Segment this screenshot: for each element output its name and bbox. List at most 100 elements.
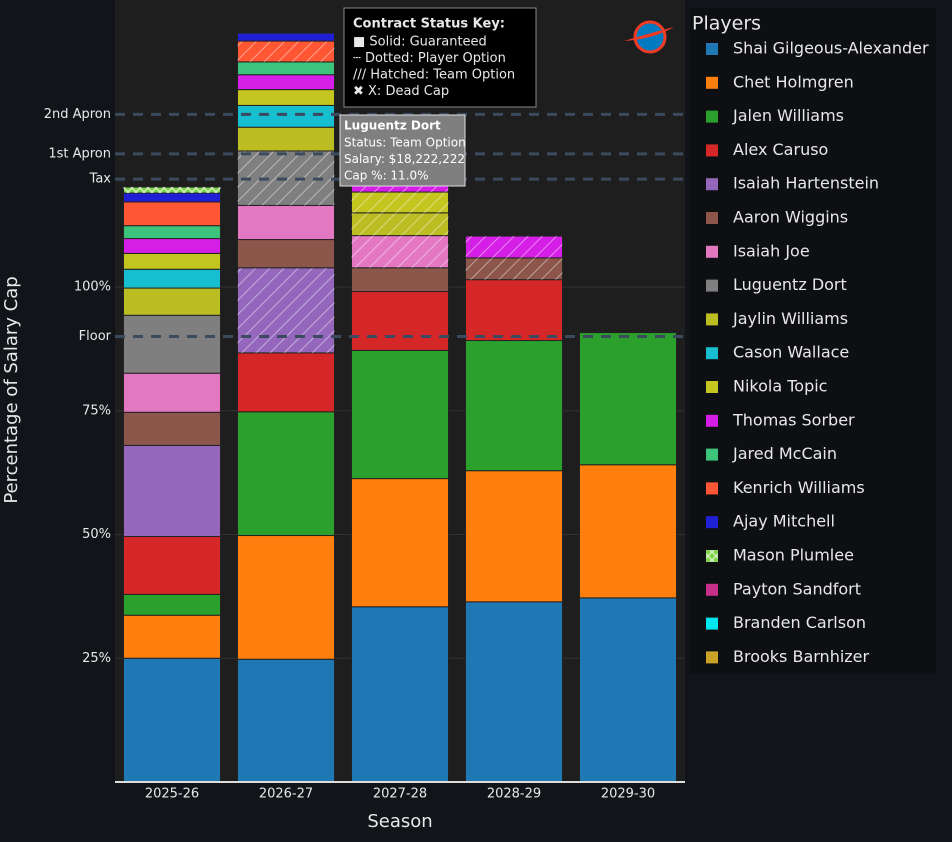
bar-segment	[123, 225, 221, 240]
bar-segment	[237, 74, 335, 91]
legend-swatch	[706, 516, 718, 529]
status-pattern	[465, 236, 563, 258]
bar-segment	[123, 252, 221, 270]
tooltip-title: Luguentz Dort	[344, 119, 441, 133]
bar-segment	[237, 204, 335, 241]
legend-swatch	[706, 482, 718, 495]
team-logo	[624, 20, 674, 54]
status-pattern	[123, 187, 221, 194]
legend-swatch	[706, 279, 718, 292]
bar-segment	[123, 287, 221, 316]
legend-label: Kenrich Williams	[733, 478, 865, 497]
bar-segment	[351, 478, 449, 608]
bar-segment	[123, 593, 221, 616]
legend-swatch	[706, 144, 718, 157]
bar-segment	[123, 657, 221, 783]
y-tick-label: 50%	[82, 527, 111, 542]
legend-label: Luguentz Dort	[733, 275, 847, 294]
legend-label: Chet Holmgren	[733, 72, 854, 91]
tooltip-line: Cap %: 11.0%	[344, 169, 429, 183]
status-key-line: ✖ X: Dead Cap	[353, 84, 449, 99]
tooltip-box	[339, 114, 466, 187]
bar-segment	[123, 268, 221, 289]
bar-segment	[237, 239, 335, 269]
tooltip-line: Status: Team Option	[344, 136, 466, 150]
legend-label: Aaron Wiggins	[733, 208, 848, 227]
legend-swatch	[706, 313, 718, 326]
legend-label: Isaiah Joe	[733, 241, 810, 260]
bar-segment	[465, 340, 563, 472]
status-pattern	[465, 257, 563, 280]
legend-label: Jared McCain	[732, 444, 837, 463]
bar-segment	[123, 192, 221, 203]
y-tick-label: 75%	[82, 403, 111, 418]
legend-swatch	[706, 651, 718, 664]
legend-label: Jalen Williams	[732, 106, 844, 125]
y-tick-label: 25%	[82, 651, 111, 666]
overlay: Shai Gilgeous-Alexander Chet Holmgren Jale…	[339, 7, 929, 666]
legend-label: Nikola Topic	[733, 377, 827, 396]
reference-label: 2nd Apron	[44, 107, 111, 122]
reference-label: 1st Apron	[48, 146, 111, 161]
status-pattern	[351, 212, 449, 236]
y-tick-label: 100%	[74, 280, 111, 295]
legend-swatch	[706, 414, 718, 427]
bar-segment	[123, 372, 221, 413]
bar-segment	[351, 291, 449, 351]
bar-segment	[351, 267, 449, 293]
status-key-title: Contract Status Key:	[353, 17, 505, 32]
legend-label: Isaiah Hartenstein	[733, 174, 879, 193]
legend-label: Shai Gilgeous-Alexander	[733, 39, 929, 58]
legend-swatch	[706, 110, 718, 123]
x-tick-label: 2029-30	[601, 787, 655, 802]
legend-swatch	[706, 76, 718, 89]
x-tick-label: 2026-27	[259, 787, 313, 802]
x-tick-label: 2025-26	[145, 787, 199, 802]
legend-swatch	[706, 583, 718, 596]
bar-segment	[237, 535, 335, 660]
x-tick-label: 2027-28	[373, 787, 427, 802]
status-pattern	[351, 192, 449, 213]
plot: 25% 50% 75% 100% 2025-26 2026-27 2027-28 2028-2…	[44, 32, 685, 802]
bar-segment	[237, 126, 335, 152]
legend-swatch	[706, 448, 718, 461]
bar-segment	[237, 352, 335, 413]
status-pattern	[351, 184, 449, 193]
bar-segment	[123, 444, 221, 538]
bar-segment	[123, 614, 221, 659]
bar-segment	[123, 238, 221, 254]
bar-segment	[123, 411, 221, 446]
legend-swatch	[706, 617, 718, 630]
bar-segment	[237, 61, 335, 76]
status-pattern	[237, 41, 335, 62]
status-key-line: /// Hatched: Team Option	[353, 68, 515, 83]
status-pattern	[237, 267, 335, 353]
legend-label: Mason Plumlee	[733, 546, 854, 565]
tooltip-line: Salary: $18,222,222	[344, 152, 465, 166]
legend-label: Thomas Sorber	[732, 410, 855, 429]
reference-label: Floor	[79, 329, 112, 344]
bar-segment	[237, 32, 335, 42]
bar-segment	[237, 104, 335, 128]
status-key-line: ■ Solid: Guaranteed	[353, 35, 487, 50]
bar-segment	[123, 536, 221, 595]
bar-segment	[123, 314, 221, 374]
bar-segment	[579, 597, 677, 783]
bar-segment	[579, 464, 677, 599]
bar-segment	[237, 658, 335, 783]
legend-label: Branden Carlson	[733, 613, 866, 632]
legend-swatch	[706, 381, 718, 393]
status-key-line: ┄ Dotted: Player Option	[353, 51, 506, 66]
logo-ring	[633, 20, 667, 54]
legend-swatch	[706, 245, 718, 258]
legend-label: Brooks Barnhizer	[733, 647, 870, 666]
status-key-box	[343, 7, 537, 108]
bar-segment	[465, 279, 563, 342]
status-pattern	[351, 235, 449, 268]
legend-swatch	[706, 178, 718, 191]
bar-segment	[351, 349, 449, 480]
reference-label: Tax	[89, 172, 112, 187]
bar-segment	[465, 470, 563, 603]
bar-segment	[237, 411, 335, 537]
legend-title: Players	[692, 13, 761, 35]
